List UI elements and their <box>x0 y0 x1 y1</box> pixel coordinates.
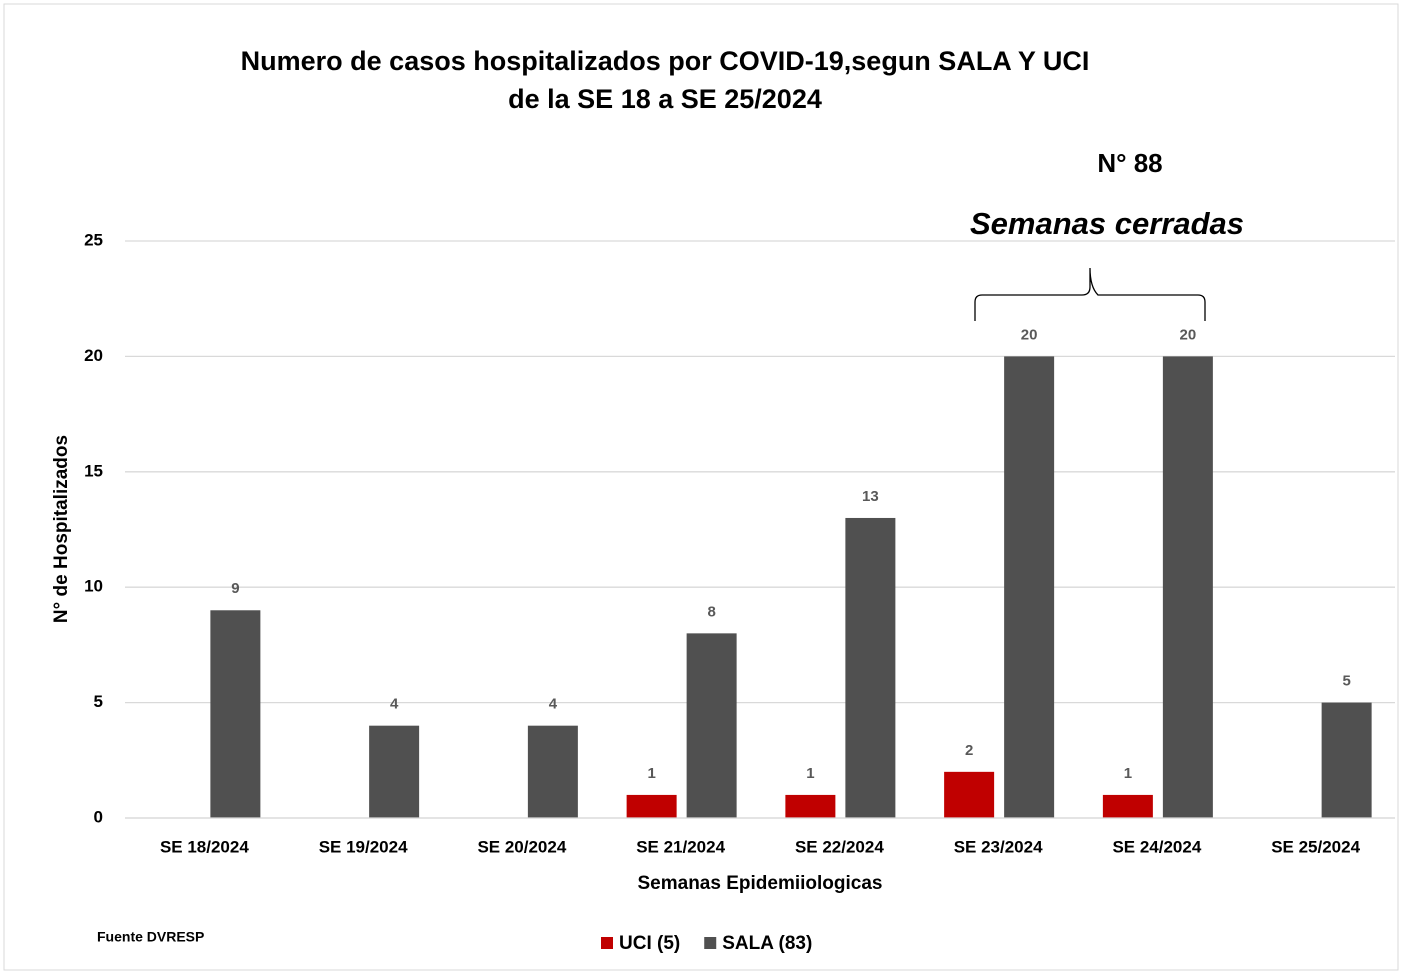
x-tick-label: SE 18/2024 <box>160 837 249 856</box>
value-label: 20 <box>1180 326 1197 343</box>
source-note: Fuente DVRESP <box>97 929 204 945</box>
bar <box>210 610 261 818</box>
bar <box>1102 794 1153 818</box>
y-tick-label: 20 <box>84 346 103 365</box>
legend-label: SALA (83) <box>722 933 812 954</box>
brace <box>974 267 1206 321</box>
bar <box>686 633 737 818</box>
x-tick-label: SE 19/2024 <box>319 837 408 856</box>
bar <box>1162 356 1213 818</box>
y-tick-label: 0 <box>94 807 103 826</box>
y-tick-label: 10 <box>84 577 103 596</box>
value-label: 1 <box>647 765 655 782</box>
legend-label: UCI (5) <box>619 933 680 954</box>
bar <box>944 771 995 818</box>
chart-title: de la SE 18 a SE 25/2024 <box>508 84 822 114</box>
bar <box>845 517 896 818</box>
x-tick-label: SE 21/2024 <box>636 837 725 856</box>
x-tick-label: SE 24/2024 <box>1112 837 1201 856</box>
annotation: Semanas cerradas <box>970 206 1244 241</box>
chart-title: Numero de casos hospitalizados por COVID… <box>241 46 1090 76</box>
x-axis-label: Semanas Epidemiiologicas <box>638 873 883 894</box>
x-tick-label: SE 23/2024 <box>954 837 1043 856</box>
value-label: 5 <box>1342 673 1350 690</box>
legend-swatch <box>601 937 613 949</box>
value-label: 1 <box>806 765 814 782</box>
value-label: 20 <box>1021 326 1038 343</box>
value-label: 4 <box>549 696 558 713</box>
y-tick-label: 5 <box>94 692 103 711</box>
value-label: 8 <box>707 603 715 620</box>
value-label: 1 <box>1124 765 1132 782</box>
y-axis-label: N° de Hospitalizados <box>51 435 72 623</box>
bar <box>1321 702 1372 818</box>
value-label: 2 <box>965 742 973 759</box>
bar <box>1004 356 1055 818</box>
value-label: 13 <box>862 488 879 505</box>
y-tick-label: 15 <box>84 461 103 480</box>
bar <box>369 725 420 818</box>
x-tick-label: SE 20/2024 <box>477 837 566 856</box>
legend-swatch <box>704 937 717 949</box>
annotation: N° 88 <box>1097 148 1162 178</box>
x-tick-label: SE 25/2024 <box>1271 837 1360 856</box>
x-tick-label: SE 22/2024 <box>795 837 884 856</box>
bar <box>626 794 677 818</box>
y-tick-label: 25 <box>84 230 103 249</box>
value-label: 9 <box>231 580 239 597</box>
value-label: 4 <box>390 696 399 713</box>
bar <box>527 725 578 818</box>
bar <box>785 794 836 818</box>
